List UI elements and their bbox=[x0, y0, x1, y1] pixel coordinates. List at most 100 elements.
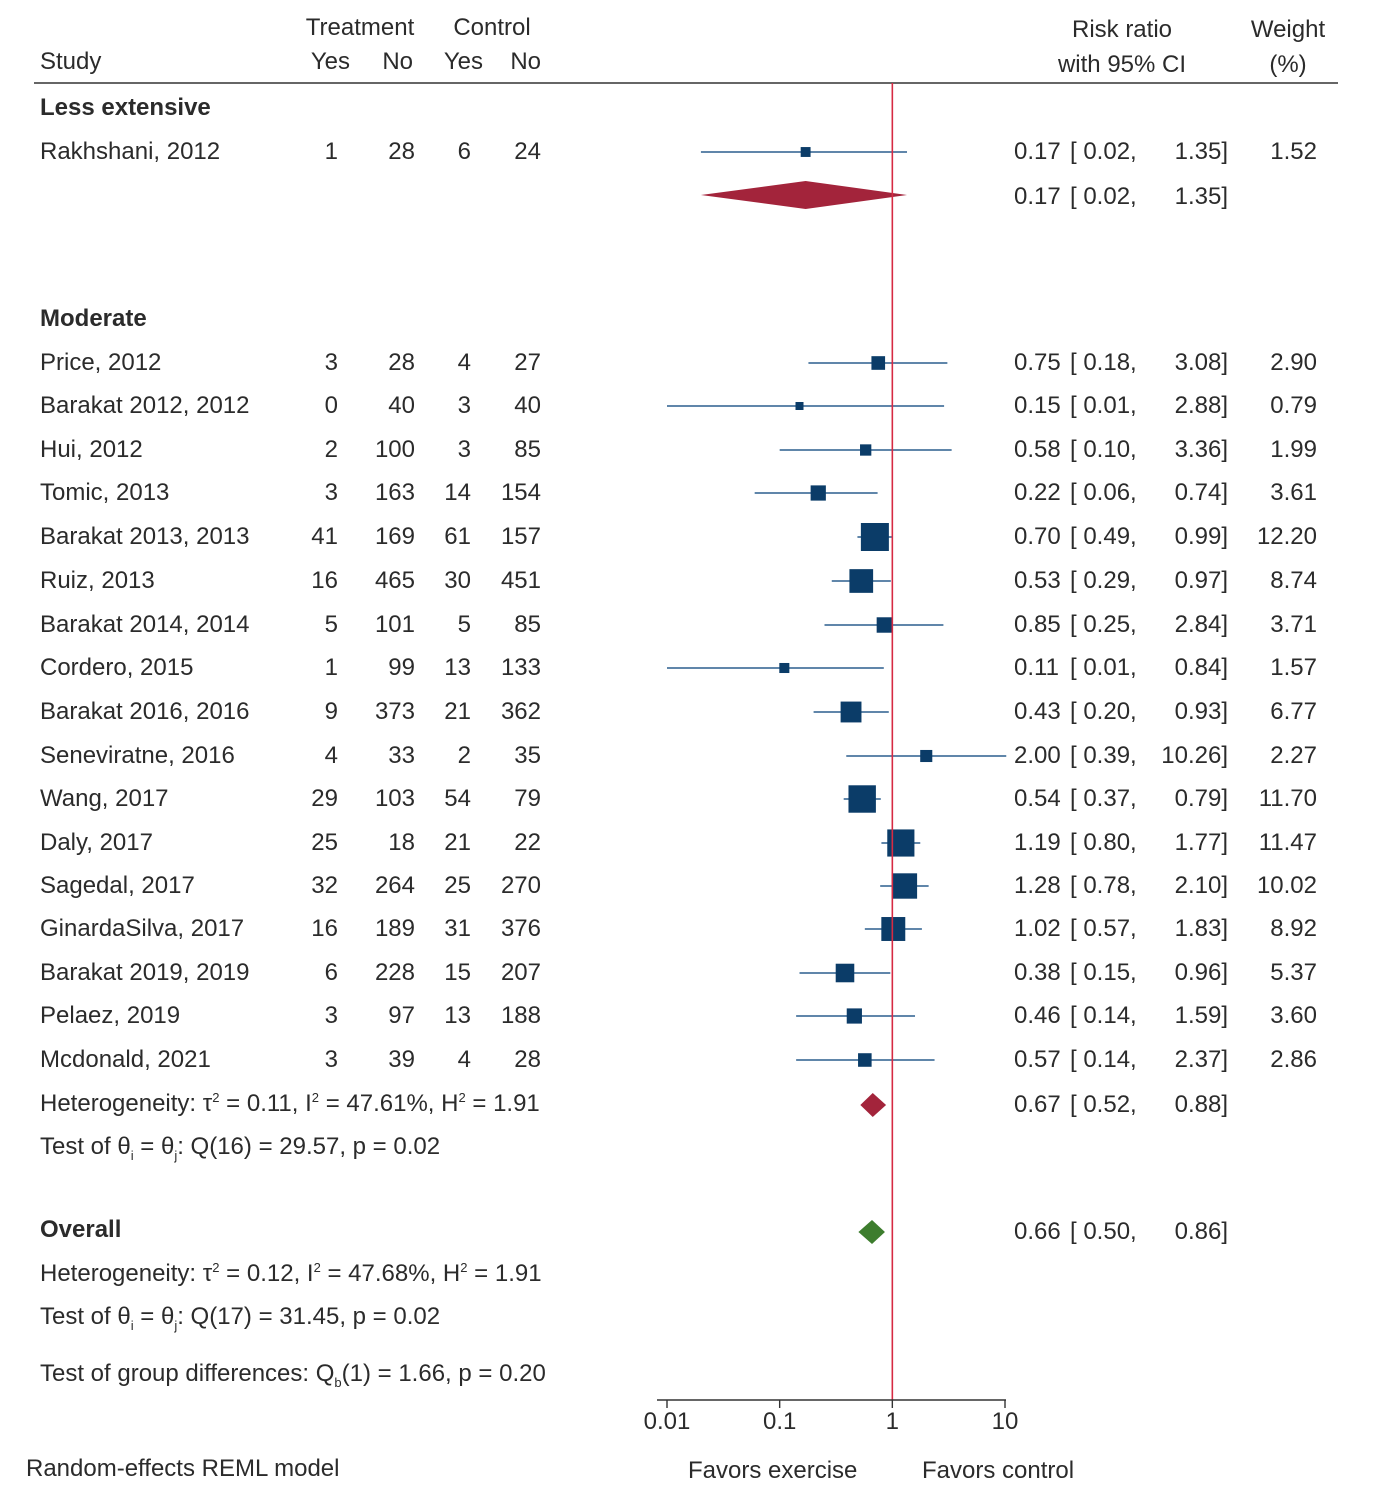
study-1-2-ctrl-yes: 3 bbox=[457, 436, 471, 463]
study-1-14-upper: 0.96] bbox=[1174, 959, 1228, 986]
study-1-12-name: Sagedal, 2017 bbox=[40, 872, 195, 899]
study-1-16-upper: 2.37] bbox=[1174, 1046, 1228, 1073]
study-1-4-treat-no: 169 bbox=[374, 523, 415, 550]
subgroup-less-extensive-rr: 0.17 bbox=[1014, 183, 1061, 210]
study-1-9-lower: [ 0.39, bbox=[1070, 742, 1137, 769]
study-1-2-name: Hui, 2012 bbox=[40, 436, 143, 463]
study-1-1-ctrl-yes: 3 bbox=[457, 392, 471, 419]
study-1-0-point bbox=[871, 356, 886, 370]
weight-unit-header: (%) bbox=[1269, 51, 1307, 78]
study-1-1-point bbox=[795, 402, 804, 410]
study-1-5-lower: [ 0.29, bbox=[1070, 567, 1137, 594]
study-1-3-treat-no: 163 bbox=[374, 479, 415, 506]
study-1-1-ctrl-no: 40 bbox=[514, 392, 541, 419]
study-1-1-treat-yes: 0 bbox=[324, 392, 338, 419]
study-1-10-upper: 0.79] bbox=[1174, 785, 1228, 812]
study-1-15-treat-no: 97 bbox=[388, 1002, 415, 1029]
study-1-4-upper: 0.99] bbox=[1174, 523, 1228, 550]
study-1-15-rr: 0.46 bbox=[1014, 1002, 1061, 1029]
study-1-7-ctrl-no: 133 bbox=[500, 654, 541, 681]
study-1-16-name: Mcdonald, 2021 bbox=[40, 1046, 211, 1073]
study-1-3-upper: 0.74] bbox=[1174, 479, 1228, 506]
study-1-4-treat-yes: 41 bbox=[311, 523, 338, 550]
study-1-10-ctrl-yes: 54 bbox=[444, 785, 471, 812]
study-1-2-lower: [ 0.10, bbox=[1070, 436, 1137, 463]
study-1-7-treat-no: 99 bbox=[388, 654, 415, 681]
study-1-4-ctrl-no: 157 bbox=[500, 523, 541, 550]
control-header: Control bbox=[453, 14, 531, 41]
study-1-13-lower: [ 0.57, bbox=[1070, 915, 1137, 942]
study-1-12-ctrl-no: 270 bbox=[500, 872, 541, 899]
study-1-8-ctrl-no: 362 bbox=[500, 698, 541, 725]
study-1-11-treat-no: 18 bbox=[388, 829, 415, 856]
study-1-14-rr: 0.38 bbox=[1014, 959, 1061, 986]
study-1-7-ctrl-yes: 13 bbox=[444, 654, 471, 681]
weight-header: Weight bbox=[1250, 16, 1326, 43]
heterogeneity-overall: Heterogeneity: τ2 = 0.12, I2 = 47.68%, H… bbox=[40, 1260, 542, 1287]
risk-ratio-header: Risk ratio bbox=[1071, 16, 1173, 43]
study-1-11-ctrl-yes: 21 bbox=[444, 829, 471, 856]
study-1-16-lower: [ 0.14, bbox=[1070, 1046, 1137, 1073]
study-1-3-treat-yes: 3 bbox=[324, 479, 338, 506]
study-1-0-rr: 0.75 bbox=[1014, 349, 1061, 376]
study-1-1-name: Barakat 2012, 2012 bbox=[40, 392, 250, 419]
study-1-6-ctrl-no: 85 bbox=[514, 611, 541, 638]
group-label-moderate: Moderate bbox=[40, 305, 147, 332]
study-1-9-rr: 2.00 bbox=[1014, 742, 1061, 769]
study-1-2-ctrl-no: 85 bbox=[514, 436, 541, 463]
study-1-7-name: Cordero, 2015 bbox=[40, 654, 194, 681]
x-tick-label-2: 1 bbox=[885, 1408, 899, 1435]
study-1-7-point bbox=[779, 662, 790, 674]
treatment-no-header: No bbox=[382, 48, 413, 75]
study-0-0-rr: 0.17 bbox=[1014, 138, 1061, 165]
study-1-3-ctrl-yes: 14 bbox=[444, 479, 471, 506]
study-1-13-treat-yes: 16 bbox=[311, 915, 338, 942]
study-1-11-rr: 1.19 bbox=[1014, 829, 1061, 856]
overall-rr: 0.66 bbox=[1014, 1218, 1061, 1245]
subgroup-diamond-moderate bbox=[860, 1093, 887, 1117]
study-1-8-upper: 0.93] bbox=[1174, 698, 1228, 725]
study-1-10-point bbox=[848, 785, 876, 813]
study-1-16-rr: 0.57 bbox=[1014, 1046, 1061, 1073]
study-1-5-weight: 8.74 bbox=[1270, 567, 1317, 594]
study-1-11-ctrl-no: 22 bbox=[514, 829, 541, 856]
study-1-8-ctrl-yes: 21 bbox=[444, 698, 471, 725]
study-1-5-point bbox=[849, 569, 874, 593]
study-1-4-point bbox=[860, 523, 889, 551]
study-1-4-rr: 0.70 bbox=[1014, 523, 1061, 550]
study-1-9-ctrl-no: 35 bbox=[514, 742, 541, 769]
study-1-14-ctrl-no: 207 bbox=[500, 959, 541, 986]
study-1-3-lower: [ 0.06, bbox=[1070, 479, 1137, 506]
model-label: Random-effects REML model bbox=[26, 1455, 340, 1482]
study-1-5-treat-yes: 16 bbox=[311, 567, 338, 594]
overall-upper: 0.86] bbox=[1174, 1218, 1228, 1245]
ci-header: with 95% CI bbox=[1057, 51, 1187, 78]
study-1-13-ctrl-no: 376 bbox=[500, 915, 541, 942]
study-1-8-treat-yes: 9 bbox=[324, 698, 338, 725]
study-1-9-treat-no: 33 bbox=[388, 742, 415, 769]
study-1-2-weight: 1.99 bbox=[1270, 436, 1317, 463]
study-1-1-upper: 2.88] bbox=[1174, 392, 1228, 419]
test-moderate: Test of θi = θj: Q(16) = 29.57, p = 0.02 bbox=[40, 1133, 441, 1163]
study-1-12-rr: 1.28 bbox=[1014, 872, 1061, 899]
study-1-2-treat-yes: 2 bbox=[324, 436, 338, 463]
study-1-2-treat-no: 100 bbox=[374, 436, 415, 463]
study-1-12-weight: 10.02 bbox=[1256, 872, 1317, 899]
study-1-14-weight: 5.37 bbox=[1270, 959, 1317, 986]
subgroup-diamond-less-extensive bbox=[700, 181, 908, 209]
x-tick-label-1: 0.1 bbox=[762, 1408, 797, 1435]
x-tick-label-3: 10 bbox=[991, 1408, 1019, 1435]
study-1-8-treat-no: 373 bbox=[374, 698, 415, 725]
study-1-16-point bbox=[858, 1053, 872, 1067]
study-1-15-upper: 1.59] bbox=[1174, 1002, 1228, 1029]
study-1-13-name: GinardaSilva, 2017 bbox=[40, 915, 245, 942]
favors-exercise-label: Favors exercise bbox=[688, 1457, 858, 1484]
study-1-8-point bbox=[840, 701, 862, 723]
study-1-14-treat-no: 228 bbox=[374, 959, 415, 986]
study-1-11-point bbox=[887, 829, 915, 857]
study-1-7-rr: 0.11 bbox=[1014, 654, 1059, 681]
control-yes-header: Yes bbox=[443, 48, 483, 75]
study-1-5-ctrl-no: 451 bbox=[500, 567, 541, 594]
study-1-2-rr: 0.58 bbox=[1014, 436, 1061, 463]
study-1-4-weight: 12.20 bbox=[1256, 523, 1317, 550]
